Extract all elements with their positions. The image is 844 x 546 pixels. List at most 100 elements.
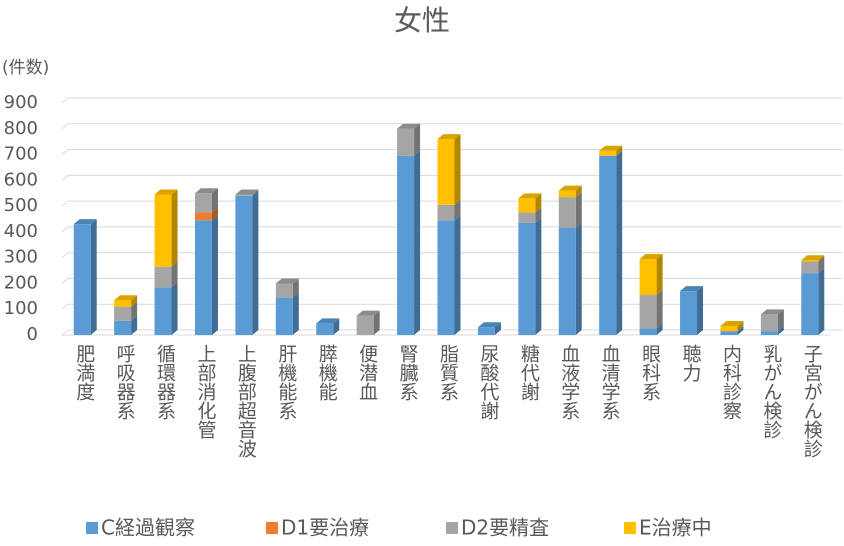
y-tick-label: 500 [4,195,38,216]
bar-side [211,188,218,213]
bar-side [818,255,825,262]
bar-segment [73,224,91,335]
bar-side [454,215,461,335]
bar-side [333,318,340,335]
bar-segment [275,297,293,335]
bar-segment [194,220,212,335]
bar-side [211,207,218,221]
y-tick-label: 0 [27,324,38,345]
x-tick-label: 聴力 [680,344,702,382]
y-tick-label: 200 [4,272,38,293]
bar-side [131,301,138,321]
bar-top [397,123,421,129]
bar-top [720,320,744,326]
x-tick-label: 内科診察 [720,344,742,420]
bar-side [454,134,461,205]
bar-segment [801,273,819,335]
bar-side [616,150,623,335]
x-tick-label: 循環器系 [154,344,176,420]
grid-line-side [61,303,69,310]
bar-side [656,290,663,329]
bar-top [194,188,218,194]
x-tick-label: 乳がん検診 [760,344,782,439]
bar-segment [801,260,819,262]
bar-top [801,255,825,261]
bar-segment [154,266,172,288]
bar-segment [194,193,212,213]
bar-top [599,145,623,151]
bar-top [235,189,259,195]
bar-segment [720,331,738,335]
bar-side [171,282,178,335]
bar-side [818,256,825,274]
bar-top [73,219,97,225]
bar-side [737,320,744,332]
bar-segment [356,315,374,335]
y-tick-label: 700 [4,144,38,165]
y-axis-label: (件数) [2,58,49,78]
bar-segment [114,300,132,307]
bar-segment [680,291,698,335]
bar-top [760,309,784,315]
grid-line-side [61,123,69,130]
bar-side [171,261,178,288]
bar-segment [114,306,132,321]
bar-side [656,323,663,335]
bar-segment [599,155,617,335]
x-tick-label: 肥満度 [73,344,95,401]
bar-segment [720,325,738,332]
bar-side [292,278,299,298]
bar-side [575,192,582,229]
bar-top [154,189,178,195]
bar-side [252,189,259,196]
x-tick-label: 血液学系 [558,344,580,420]
grid-line-side [61,278,69,284]
x-tick-label: 上腹部超音波 [235,344,257,458]
x-tick-label: 便潜血 [356,344,378,401]
bar-side [575,185,582,198]
bar-segment [558,190,576,198]
bar-side [494,322,501,335]
bar-top [275,278,299,284]
bar-side [131,315,138,335]
x-tick-label: 脂質系 [437,344,459,401]
bar-top [356,310,380,316]
y-tick-label: 900 [4,92,38,113]
bar-top [437,134,461,140]
bar-segment [639,328,657,335]
legend-swatch [446,522,458,534]
bar-side [454,199,461,221]
bar-top [518,193,542,199]
legend-label: C経過観察 [101,516,195,540]
bar-side [777,326,784,335]
bar-segment [437,139,455,205]
bar-segment [235,194,253,196]
bar-segment [558,228,576,335]
grid-line-side [61,200,69,207]
bar-side [414,150,421,335]
bar-side [535,207,542,223]
bar-segment [275,283,293,298]
x-tick-label: 肝機能系 [275,344,297,420]
grid-line-side [61,174,69,181]
bar-segment [397,155,415,335]
bar-side [737,326,744,335]
x-tick-label: 子宮がん検診 [801,344,823,458]
x-tick-label: 糖代謝 [518,344,540,401]
bar-side [252,190,259,335]
legend-label: E治療中 [639,516,712,540]
bar-segment [599,150,617,156]
bar-top [680,286,704,292]
bar-side [575,223,582,335]
grid-line-side [61,97,69,104]
legend-swatch [624,522,636,534]
bar-side [535,193,542,213]
y-tick-label: 100 [4,298,38,319]
y-tick-label: 800 [4,118,38,139]
bar-side [292,292,299,335]
bar-segment [760,331,778,335]
bar-side [777,309,784,332]
grid-line-side [61,149,69,155]
